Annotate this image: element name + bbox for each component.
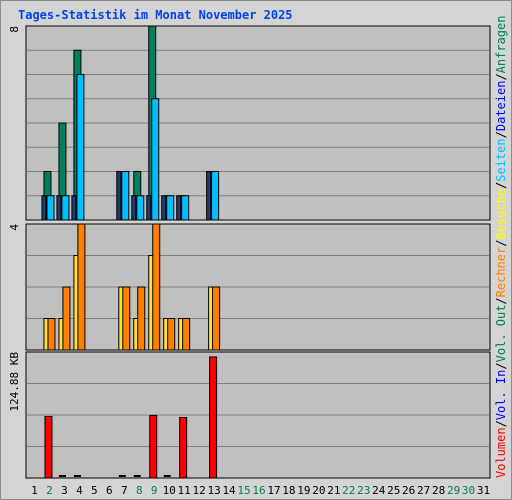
x-tick-label: 1 — [31, 484, 38, 497]
bar-seiten — [161, 195, 167, 221]
x-tick-label: 16 — [252, 484, 265, 497]
legend-volumen: Volumen — [494, 427, 508, 478]
x-tick-label: 21 — [327, 484, 340, 497]
bar-dateien — [181, 195, 190, 221]
legend-separator: / — [494, 420, 508, 428]
x-tick-label: 4 — [76, 484, 83, 497]
bar-seiten — [56, 195, 62, 221]
bar-seiten — [116, 171, 122, 221]
x-tick-label: 26 — [402, 484, 415, 497]
x-tick-label: 31 — [477, 484, 490, 497]
x-tick-label: 6 — [106, 484, 113, 497]
x-tick-label: 7 — [121, 484, 128, 497]
x-tick-label: 23 — [357, 484, 370, 497]
x-tick-label: 14 — [222, 484, 236, 497]
bar-seiten — [131, 195, 137, 221]
bar-dateien — [151, 98, 160, 221]
bar-dateien — [211, 171, 220, 221]
legend-separator: / — [494, 239, 508, 247]
bar-rechner — [62, 286, 71, 351]
x-tick-label: 8 — [136, 484, 143, 497]
legend-dateien: Dateien — [494, 80, 508, 132]
bar-dateien — [61, 195, 70, 221]
x-tick-label: 13 — [207, 484, 220, 497]
legend-anfragen: Anfragen — [494, 15, 508, 74]
legend-rechner: Rechner — [494, 246, 508, 298]
legend-vol-out: Vol. Out — [494, 304, 508, 363]
bar-volumen — [44, 415, 53, 479]
x-tick-label: 17 — [267, 484, 280, 497]
bar-dateien — [121, 171, 130, 221]
bar-rechner — [182, 318, 191, 351]
legend-separator: / — [494, 131, 508, 139]
x-tick-label: 27 — [417, 484, 430, 497]
legend-besuche: Besuche — [494, 188, 508, 240]
x-tick-label: 29 — [447, 484, 460, 497]
bar-rechner — [212, 286, 221, 351]
legend-vol-in: Vol. In — [494, 369, 508, 421]
bar-rechner — [167, 318, 176, 351]
x-tick-label: 19 — [297, 484, 310, 497]
x-tick-label: 20 — [312, 484, 325, 497]
x-tick-label: 28 — [432, 484, 445, 497]
bar-seiten — [146, 195, 152, 221]
legend-seiten: Seiten — [494, 138, 508, 182]
bar-rechner — [122, 286, 131, 351]
x-tick-label: 12 — [193, 484, 206, 497]
x-tick-label: 11 — [178, 484, 191, 497]
bar-seiten — [206, 171, 212, 221]
x-tick-label: 9 — [151, 484, 158, 497]
x-tick-label: 24 — [372, 484, 386, 497]
x-tick-label: 30 — [462, 484, 475, 497]
y-max-label-hits: 8 — [8, 26, 21, 33]
x-tick-label: 18 — [282, 484, 295, 497]
bar-dateien — [166, 195, 175, 221]
y-max-label-volume: 124.88 KB — [8, 352, 21, 412]
bar-dateien — [76, 74, 85, 221]
x-tick-label: 5 — [91, 484, 98, 497]
x-tick-label: 2 — [46, 484, 53, 497]
bar-rechner — [137, 286, 146, 351]
bar-volumen — [179, 416, 188, 479]
bar-rechner — [47, 318, 56, 351]
bar-volumen — [149, 414, 158, 479]
bar-dateien — [136, 195, 145, 221]
y-max-label-visits: 4 — [8, 224, 21, 231]
bar-seiten — [176, 195, 182, 221]
side-legend: Volumen/Vol. In/Vol. Out/Rechner/Besuche… — [492, 8, 510, 478]
bar-rechner — [152, 223, 161, 351]
legend-separator: / — [494, 73, 508, 81]
x-tick-label: 3 — [61, 484, 68, 497]
x-tick-label: 22 — [342, 484, 355, 497]
x-tick-label: 15 — [237, 484, 250, 497]
legend-separator: / — [494, 362, 508, 370]
chart-title: Tages-Statistik im Monat November 2025 — [18, 8, 293, 22]
bar-dateien — [46, 195, 55, 221]
x-tick-label: 10 — [163, 484, 176, 497]
legend-separator: / — [494, 297, 508, 305]
bar-seiten — [71, 195, 77, 221]
bar-rechner — [77, 223, 86, 351]
bar-volumen — [209, 356, 218, 479]
bar-seiten — [41, 195, 47, 221]
x-tick-label: 25 — [387, 484, 400, 497]
legend-separator: / — [494, 181, 508, 189]
